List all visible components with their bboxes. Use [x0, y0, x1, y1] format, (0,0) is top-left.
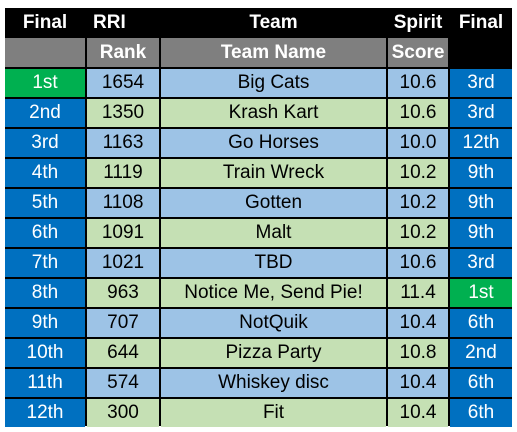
final-place-cell: 11th — [5, 369, 85, 397]
spirit-final-cell: 6th — [450, 309, 512, 337]
standings-table: Final RRI Team Spirit Final Rank Team Na… — [5, 8, 512, 427]
rri-rank-cell: 300 — [87, 399, 159, 427]
subheader-final-right — [450, 38, 512, 67]
subheader-rank: Rank — [87, 38, 159, 67]
team-name-cell: Whiskey disc — [161, 369, 386, 397]
spirit-final-cell: 3rd — [450, 69, 512, 97]
subheader-team-name: Team Name — [161, 38, 386, 67]
final-place-cell: 7th — [5, 249, 85, 277]
rri-rank-cell: 644 — [87, 339, 159, 367]
header-final-left: Final — [5, 8, 85, 38]
spirit-final-cell: 9th — [450, 219, 512, 247]
spirit-score-cell: 10.2 — [388, 219, 448, 247]
final-place-cell: 10th — [5, 339, 85, 367]
spirit-score-cell: 10.6 — [388, 249, 448, 277]
team-name-cell: Notice Me, Send Pie! — [161, 279, 386, 307]
spirit-score-cell: 10.2 — [388, 159, 448, 187]
spirit-score-cell: 10.4 — [388, 399, 448, 427]
spirit-final-cell: 3rd — [450, 99, 512, 127]
team-name-cell: Gotten — [161, 189, 386, 217]
header-spirit: Spirit — [388, 8, 448, 38]
rri-rank-cell: 1119 — [87, 159, 159, 187]
team-name-cell: Malt — [161, 219, 386, 247]
final-place-cell: 4th — [5, 159, 85, 187]
header-team: Team — [161, 8, 386, 38]
spirit-score-cell: 10.6 — [388, 69, 448, 97]
rri-rank-cell: 1350 — [87, 99, 159, 127]
rri-rank-cell: 574 — [87, 369, 159, 397]
spirit-final-cell: 6th — [450, 399, 512, 427]
final-place-cell: 2nd — [5, 99, 85, 127]
header-rri: RRI — [87, 8, 159, 38]
rri-rank-cell: 707 — [87, 309, 159, 337]
team-name-cell: NotQuik — [161, 309, 386, 337]
spirit-score-cell: 10.6 — [388, 99, 448, 127]
spirit-score-cell: 10.2 — [388, 189, 448, 217]
team-name-cell: TBD — [161, 249, 386, 277]
spirit-score-cell: 10.8 — [388, 339, 448, 367]
team-name-cell: Train Wreck — [161, 159, 386, 187]
rri-rank-cell: 1654 — [87, 69, 159, 97]
final-place-cell: 5th — [5, 189, 85, 217]
rri-rank-cell: 963 — [87, 279, 159, 307]
rri-rank-cell: 1091 — [87, 219, 159, 247]
spirit-final-cell: 9th — [450, 189, 512, 217]
team-name-cell: Fit — [161, 399, 386, 427]
spirit-score-cell: 11.4 — [388, 279, 448, 307]
final-place-cell: 9th — [5, 309, 85, 337]
team-name-cell: Go Horses — [161, 129, 386, 157]
spirit-final-cell: 9th — [450, 159, 512, 187]
spirit-final-cell: 6th — [450, 369, 512, 397]
spirit-score-cell: 10.4 — [388, 369, 448, 397]
rri-rank-cell: 1021 — [87, 249, 159, 277]
spirit-score-cell: 10.4 — [388, 309, 448, 337]
spirit-score-cell: 10.0 — [388, 129, 448, 157]
rri-rank-cell: 1163 — [87, 129, 159, 157]
subheader-final-left — [5, 38, 85, 67]
spirit-final-cell: 2nd — [450, 339, 512, 367]
final-place-cell: 1st — [5, 69, 85, 97]
subheader-score: Score — [388, 38, 448, 67]
rri-rank-cell: 1108 — [87, 189, 159, 217]
team-name-cell: Pizza Party — [161, 339, 386, 367]
spirit-final-cell: 1st — [450, 279, 512, 307]
final-place-cell: 6th — [5, 219, 85, 247]
final-place-cell: 8th — [5, 279, 85, 307]
team-name-cell: Krash Kart — [161, 99, 386, 127]
spirit-final-cell: 12th — [450, 129, 512, 157]
header-final-right: Final — [450, 8, 512, 38]
final-place-cell: 3rd — [5, 129, 85, 157]
team-name-cell: Big Cats — [161, 69, 386, 97]
final-place-cell: 12th — [5, 399, 85, 427]
spirit-final-cell: 3rd — [450, 249, 512, 277]
